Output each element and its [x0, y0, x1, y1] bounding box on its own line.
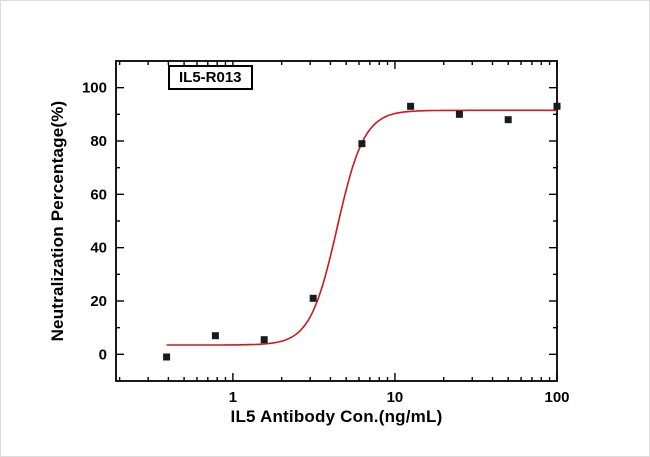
data-point-marker	[358, 140, 366, 148]
data-point-marker	[553, 102, 561, 110]
sample-label-box: IL5-R013	[168, 65, 253, 90]
data-point-marker	[309, 294, 317, 302]
data-point-marker	[163, 353, 171, 361]
x-axis-title: IL5 Antibody Con.(ng/mL)	[230, 407, 443, 426]
y-axis-title: Neutralization Percentage(%)	[48, 100, 67, 342]
svg-text:1: 1	[229, 389, 237, 406]
data-point-marker	[260, 336, 268, 344]
svg-text:10: 10	[387, 389, 404, 406]
svg-text:0: 0	[99, 346, 107, 363]
svg-text:20: 20	[90, 293, 107, 310]
svg-text:100: 100	[82, 80, 107, 97]
svg-text:80: 80	[90, 133, 107, 150]
data-point-marker	[211, 332, 219, 340]
svg-text:100: 100	[544, 389, 569, 406]
data-points	[163, 102, 561, 361]
data-point-marker	[407, 102, 415, 110]
data-point-marker	[455, 110, 463, 118]
axes: 0 20 40 60 80 100 1 10 100	[82, 60, 570, 406]
svg-text:40: 40	[90, 240, 107, 257]
data-point-marker	[504, 116, 512, 124]
svg-text:60: 60	[90, 186, 107, 203]
